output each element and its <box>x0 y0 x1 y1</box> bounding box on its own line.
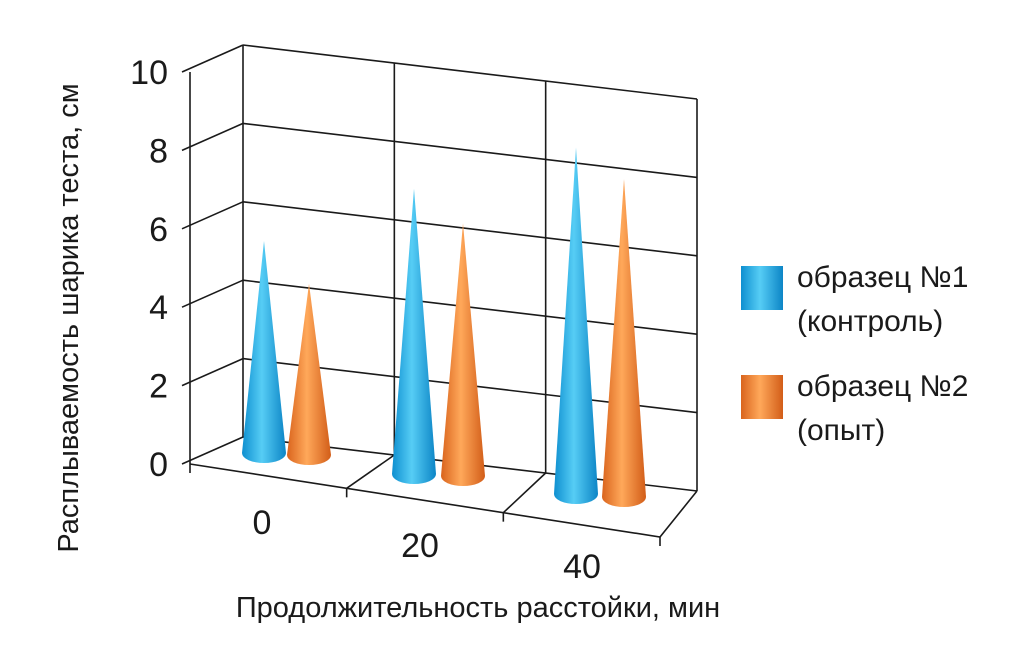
cones <box>242 147 646 508</box>
side-wall-gridline <box>181 357 244 387</box>
cone-1-0 <box>242 241 286 463</box>
y-tick-label: 10 <box>130 54 168 92</box>
grid <box>181 44 698 546</box>
y-tick-label: 0 <box>149 446 168 484</box>
legend-label-series-1-line1: образец №1 <box>797 261 968 294</box>
cone-body <box>287 283 331 465</box>
y-tick-label: 4 <box>149 289 168 327</box>
legend-swatch-series-1 <box>741 266 783 310</box>
side-wall-gridline <box>181 436 244 465</box>
y-tick-label: 8 <box>149 132 168 170</box>
back-wall-gridline <box>242 201 698 257</box>
y-tick-label: 6 <box>149 211 168 249</box>
back-wall-gridline <box>242 122 698 179</box>
legend: образец №1 (контроль) образец №2 (опыт) <box>741 261 968 447</box>
cone-1-20 <box>392 188 436 484</box>
floor-divider <box>346 454 395 489</box>
y-tick-label: 2 <box>149 368 168 406</box>
x-axis-label: Продолжительность расстойки, мин <box>236 592 720 624</box>
legend-swatch-series-2 <box>741 375 783 419</box>
side-wall-gridline <box>181 201 244 230</box>
back-wall-gridline <box>242 44 698 100</box>
y-tick-labels: 0 2 4 6 8 10 <box>130 54 168 484</box>
x-tick-label: 40 <box>563 548 601 586</box>
x-tick-label: 20 <box>401 527 439 565</box>
side-wall-gridline <box>181 44 244 73</box>
cone-body <box>554 147 598 505</box>
cone-2-0 <box>287 283 331 465</box>
cone-body <box>441 223 485 486</box>
cone-body <box>392 188 436 484</box>
y-axis-label: Расплываемость шарика теста, см <box>53 83 85 552</box>
cone-2-40 <box>602 179 646 508</box>
floor-divider <box>502 472 547 514</box>
cone-body <box>602 179 646 508</box>
x-tick-label: 0 <box>253 504 272 542</box>
x-tick-labels: 0 20 40 <box>253 504 601 586</box>
side-wall-gridline <box>181 279 244 308</box>
cone-1-40 <box>554 147 598 505</box>
cone-body <box>242 241 286 463</box>
cone-2-20 <box>441 223 485 486</box>
legend-label-series-1-line2: (контроль) <box>797 305 943 338</box>
legend-label-series-2-line2: (опыт) <box>797 414 885 447</box>
legend-label-series-2-line1: образец №2 <box>797 370 968 403</box>
side-wall-gridline <box>181 122 244 152</box>
